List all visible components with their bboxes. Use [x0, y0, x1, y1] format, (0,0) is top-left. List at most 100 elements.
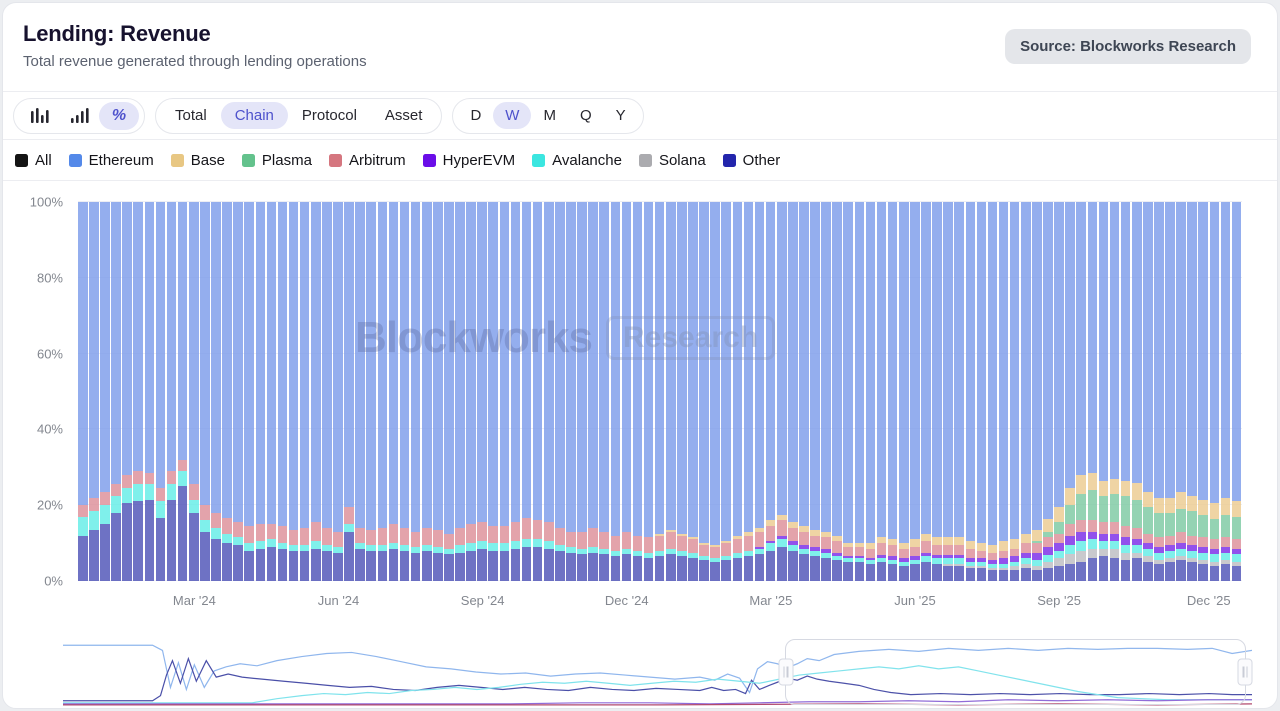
bar-column[interactable] — [133, 202, 144, 581]
bar-column[interactable] — [699, 202, 709, 581]
bar-column[interactable] — [521, 202, 532, 581]
legend-item-arbitrum[interactable]: Arbitrum — [328, 152, 406, 169]
legend-item-base[interactable]: Base — [170, 152, 225, 169]
bar-column[interactable] — [455, 202, 465, 581]
bar-column[interactable] — [898, 202, 909, 581]
bar-column[interactable] — [1065, 202, 1075, 581]
bar-column[interactable] — [810, 202, 820, 581]
bar-column[interactable] — [1176, 202, 1186, 581]
bar-column[interactable] — [1032, 202, 1042, 581]
bar-column[interactable] — [588, 202, 598, 581]
bar-column[interactable] — [266, 202, 277, 581]
legend-item-other[interactable]: Other — [722, 152, 780, 169]
range-navigator[interactable] — [63, 636, 1253, 708]
group-by-tab-total[interactable]: Total — [161, 102, 221, 129]
legend-item-all[interactable]: All — [15, 152, 52, 169]
bar-column[interactable] — [865, 202, 876, 581]
timeframe-tab-m[interactable]: M — [531, 102, 568, 129]
bar-column[interactable] — [1187, 202, 1197, 581]
timeframe-tab-q[interactable]: Q — [568, 102, 604, 129]
brush-handle-left[interactable] — [778, 658, 794, 686]
bar-column[interactable] — [211, 202, 221, 581]
bar-column[interactable] — [577, 202, 587, 581]
bar-column[interactable] — [543, 202, 554, 581]
bar-column[interactable] — [632, 202, 643, 581]
group-by-tab-protocol[interactable]: Protocol — [288, 102, 371, 129]
bar-column[interactable] — [299, 202, 310, 581]
bar-column[interactable] — [1109, 202, 1120, 581]
bar-column[interactable] — [510, 202, 521, 581]
bar-column[interactable] — [100, 202, 110, 581]
bar-column[interactable] — [1120, 202, 1131, 581]
bar-column[interactable] — [1198, 202, 1209, 581]
bar-column[interactable] — [610, 202, 621, 581]
brush-handle-right[interactable] — [1237, 658, 1253, 686]
legend-item-ethereum[interactable]: Ethereum — [68, 152, 154, 169]
legend-item-avalanche[interactable]: Avalanche — [532, 152, 622, 169]
bar-column[interactable] — [987, 202, 998, 581]
bar-column[interactable] — [244, 202, 254, 581]
bar-column[interactable] — [310, 202, 321, 581]
bar-column[interactable] — [200, 202, 210, 581]
bar-column[interactable] — [843, 202, 854, 581]
legend-item-hyperevm[interactable]: HyperEVM — [422, 152, 515, 169]
percent-icon[interactable]: % — [99, 101, 139, 130]
bar-column[interactable] — [932, 202, 942, 581]
legend-item-solana[interactable]: Solana — [638, 152, 706, 169]
bar-column[interactable] — [743, 202, 754, 581]
ascending-bar-chart-icon[interactable] — [59, 102, 99, 130]
bar-column[interactable] — [122, 202, 132, 581]
bar-column[interactable] — [466, 202, 476, 581]
bar-column[interactable] — [566, 202, 576, 581]
timeframe-tab-d[interactable]: D — [458, 102, 493, 129]
bar-column[interactable] — [377, 202, 388, 581]
bar-column[interactable] — [222, 202, 232, 581]
bar-column[interactable] — [1154, 202, 1164, 581]
bar-column[interactable] — [910, 202, 920, 581]
bar-column[interactable] — [776, 202, 787, 581]
bar-column[interactable] — [943, 202, 953, 581]
bar-column[interactable] — [921, 202, 931, 581]
bar-column[interactable] — [277, 202, 288, 581]
bar-column[interactable] — [1165, 202, 1175, 581]
bar-column[interactable] — [532, 202, 543, 581]
bar-column[interactable] — [166, 202, 177, 581]
timeframe-tab-w[interactable]: W — [493, 102, 532, 129]
bar-column[interactable] — [155, 202, 166, 581]
bar-column[interactable] — [1131, 202, 1142, 581]
bar-column[interactable] — [89, 202, 99, 581]
bar-column[interactable] — [399, 202, 410, 581]
bar-column[interactable] — [188, 202, 199, 581]
bar-column[interactable] — [1020, 202, 1031, 581]
bar-column[interactable] — [754, 202, 765, 581]
bar-column[interactable] — [832, 202, 842, 581]
bar-column[interactable] — [854, 202, 865, 581]
bar-column[interactable] — [732, 202, 743, 581]
bar-column[interactable] — [1009, 202, 1020, 581]
bar-column[interactable] — [1209, 202, 1220, 581]
bar-column[interactable] — [477, 202, 487, 581]
bar-column[interactable] — [322, 202, 332, 581]
bar-column[interactable] — [976, 202, 987, 581]
bar-column[interactable] — [1220, 202, 1231, 581]
bar-column[interactable] — [433, 202, 443, 581]
bar-column[interactable] — [410, 202, 421, 581]
brush-selection[interactable] — [778, 639, 1253, 705]
bar-column[interactable] — [1098, 202, 1109, 581]
bar-column[interactable] — [643, 202, 654, 581]
bar-column[interactable] — [111, 202, 121, 581]
bar-column[interactable] — [444, 202, 454, 581]
bar-chart-icon[interactable] — [19, 102, 59, 130]
bar-column[interactable] — [233, 202, 243, 581]
bar-column[interactable] — [765, 202, 776, 581]
bar-column[interactable] — [344, 202, 354, 581]
bar-column[interactable] — [333, 202, 343, 581]
bar-column[interactable] — [488, 202, 499, 581]
bar-column[interactable] — [665, 202, 676, 581]
bar-column[interactable] — [998, 202, 1009, 581]
bar-column[interactable] — [677, 202, 687, 581]
bar-column[interactable] — [388, 202, 399, 581]
bar-column[interactable] — [1054, 202, 1064, 581]
bar-column[interactable] — [965, 202, 976, 581]
bar-column[interactable] — [887, 202, 898, 581]
